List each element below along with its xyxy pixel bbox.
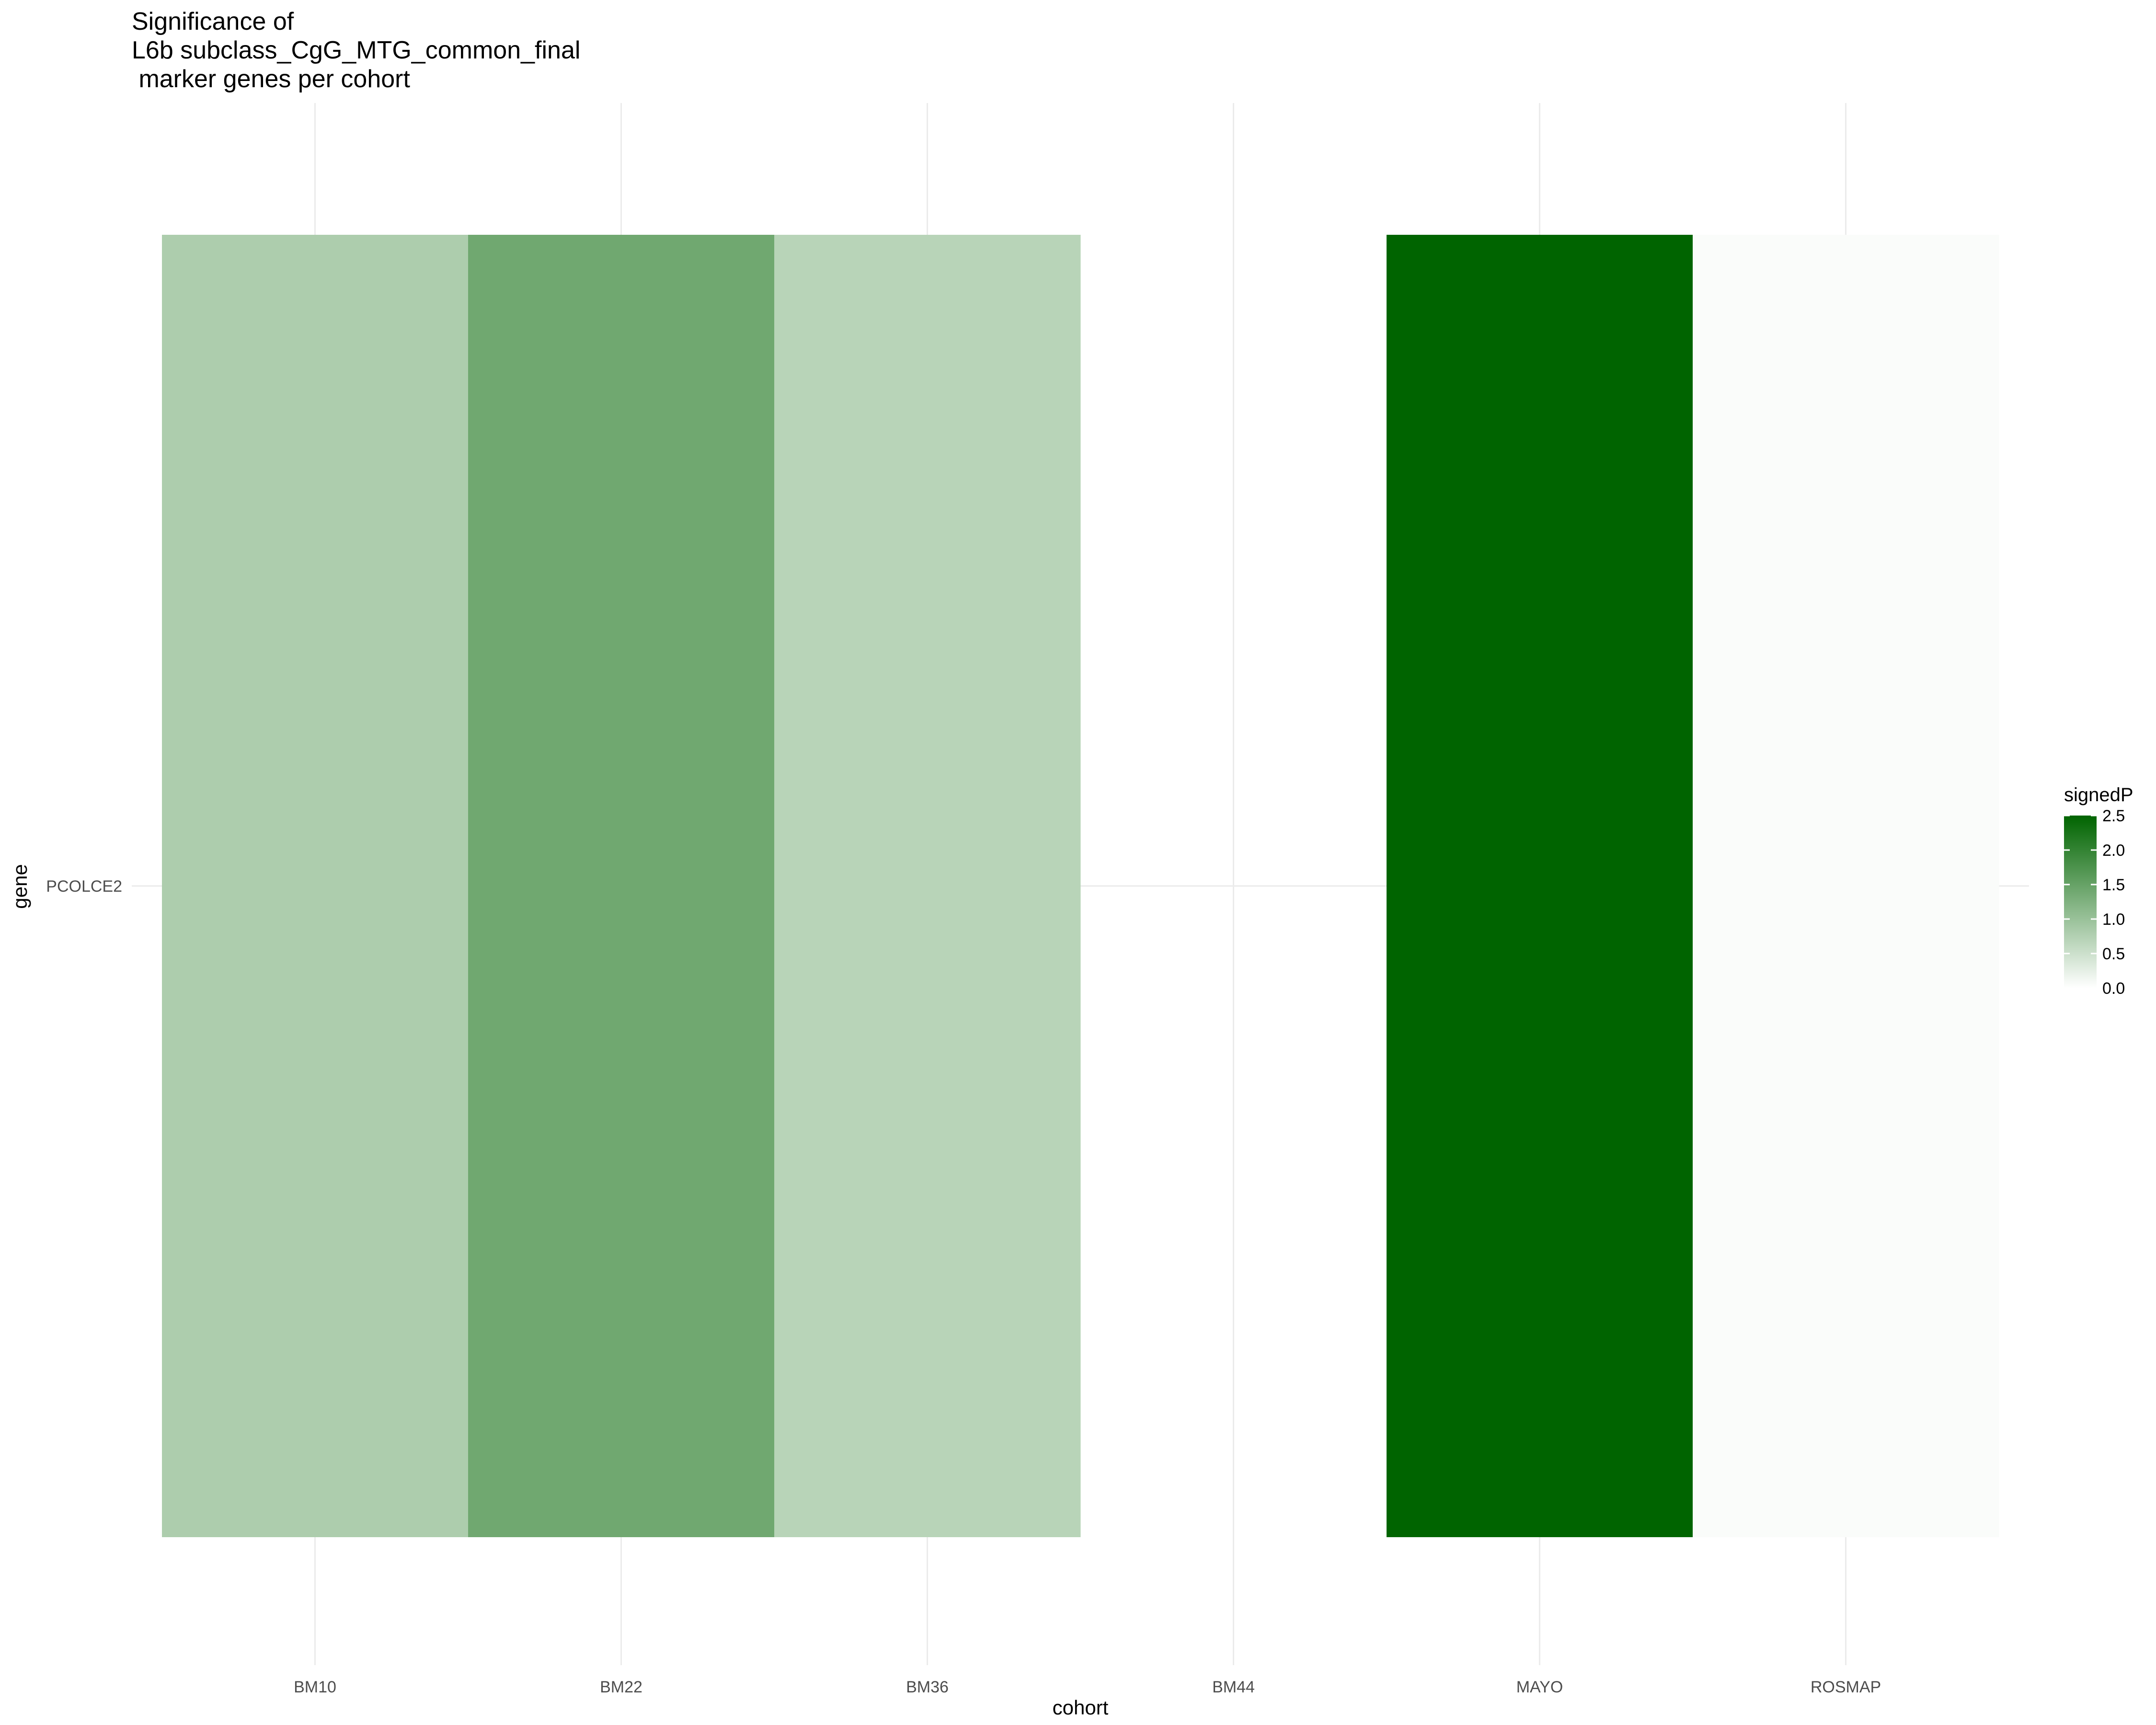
x-axis-title: cohort <box>1053 1696 1109 1719</box>
chart-title-line-3: marker genes per cohort <box>132 65 410 93</box>
x-axis-tick-labels: BM10 BM22 BM36 BM44 MAYO ROSMAP <box>294 1678 1881 1696</box>
x-tick-label: ROSMAP <box>1811 1678 1881 1696</box>
x-tick-label: MAYO <box>1516 1678 1563 1696</box>
colorbar-tick-label: 2.0 <box>2102 841 2125 860</box>
colorbar-ticks: 0.0 0.5 1.0 1.5 2.0 2.5 <box>2064 807 2125 998</box>
chart-title-line-1: Significance of <box>132 8 294 35</box>
colorbar-title: signedP <box>2064 784 2133 805</box>
heatmap-tile <box>1693 235 1999 1537</box>
heatmap-tile <box>468 235 775 1537</box>
y-axis-tick-labels: PCOLCE2 <box>46 877 122 896</box>
x-tick-label: BM22 <box>600 1678 642 1696</box>
heatmap-tile <box>162 235 469 1537</box>
colorbar-tick-label: 0.0 <box>2102 979 2125 998</box>
colorbar-tick-label: 2.5 <box>2102 807 2125 825</box>
heatmap-tiles <box>162 235 1999 1537</box>
chart-title-line-2: L6b subclass_CgG_MTG_common_final <box>132 36 580 64</box>
x-tick-label: BM10 <box>294 1678 336 1696</box>
colorbar-tick-label: 1.0 <box>2102 910 2125 929</box>
heatmap-tile <box>774 235 1081 1537</box>
x-tick-label: BM44 <box>1212 1678 1255 1696</box>
x-tick-label: BM36 <box>906 1678 949 1696</box>
colorbar-tick-label: 1.5 <box>2102 876 2125 894</box>
y-tick-label: PCOLCE2 <box>46 877 122 896</box>
colorbar-tick-label: 0.5 <box>2102 945 2125 963</box>
colorbar-legend: signedP 0.0 0.5 1.0 1.5 2.0 2.5 <box>2064 784 2133 998</box>
colorbar-gradient <box>2064 816 2097 988</box>
y-axis-title: gene <box>9 864 31 908</box>
heatmap-tile <box>1387 235 1693 1537</box>
